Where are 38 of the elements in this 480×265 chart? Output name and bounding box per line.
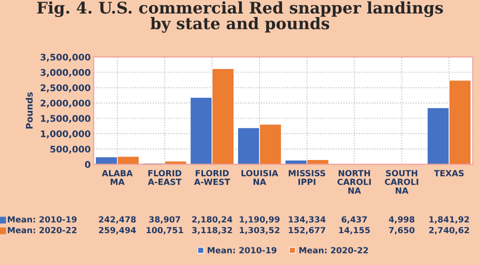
data-label: 259,494 — [98, 226, 136, 234]
y-tick-label: 3,500,000 — [40, 54, 90, 62]
data-label: 6,437 — [342, 216, 367, 224]
legend-label: Mean: 2010-19 — [8, 216, 77, 223]
y-tick-label: 3,000,000 — [40, 69, 90, 78]
x-tick-label: SOUTH CAROLI NA — [384, 170, 418, 194]
y-tick-label: 2,500,000 — [40, 84, 90, 92]
data-label: 2,180,24 — [192, 216, 232, 224]
x-tick-label: TEXAS — [434, 170, 464, 176]
data-label: 3,118,32 — [192, 226, 232, 234]
data-label: 4,998 — [388, 216, 414, 224]
data-label: 100,751 — [146, 226, 184, 234]
legend-label: Mean: 2020-22 — [8, 226, 76, 234]
data-label: 38,907 — [149, 216, 180, 224]
text: Mean: 2010-19 — [208, 247, 276, 254]
x-tick-label: ALABA MA — [102, 170, 133, 185]
y-tick-label: 0 — [84, 161, 90, 168]
data-label: 242,478 — [98, 216, 136, 224]
y-tick-label: 1,500,000 — [41, 115, 90, 124]
y-tick-label: 2,000,000 — [40, 100, 90, 108]
x-tick-label: NORTH CAROLI NA — [337, 170, 371, 194]
data-label: 1,190,99 — [240, 216, 280, 224]
chart-title: Fig. 4. U.S. commercial Red snapper landings by state and pounds — [37, 1, 443, 33]
data-label: 2,740,62 — [429, 226, 469, 234]
x-tick-label: FLORID A-EAST — [148, 170, 182, 186]
y-tick-label: 1,000,000 — [41, 130, 90, 138]
x-tick-label: FLORID A-WEST — [194, 170, 230, 186]
data-label: 134,334 — [288, 216, 326, 224]
x-tick-label: MISSISS IPPI — [288, 170, 326, 185]
data-label: 1,841,92 — [429, 216, 469, 224]
y-tick-label: 500,000 — [50, 146, 90, 154]
text: Mean: 2020-22 — [299, 247, 368, 254]
x-tick-label: LOUISIA NA — [242, 170, 278, 185]
y-axis-title: Pounds — [26, 92, 33, 129]
data-label: 152,677 — [288, 226, 326, 234]
data-label: 1,303,52 — [240, 226, 280, 234]
data-label: 7,650 — [389, 226, 414, 234]
data-label: 14,155 — [339, 227, 370, 234]
